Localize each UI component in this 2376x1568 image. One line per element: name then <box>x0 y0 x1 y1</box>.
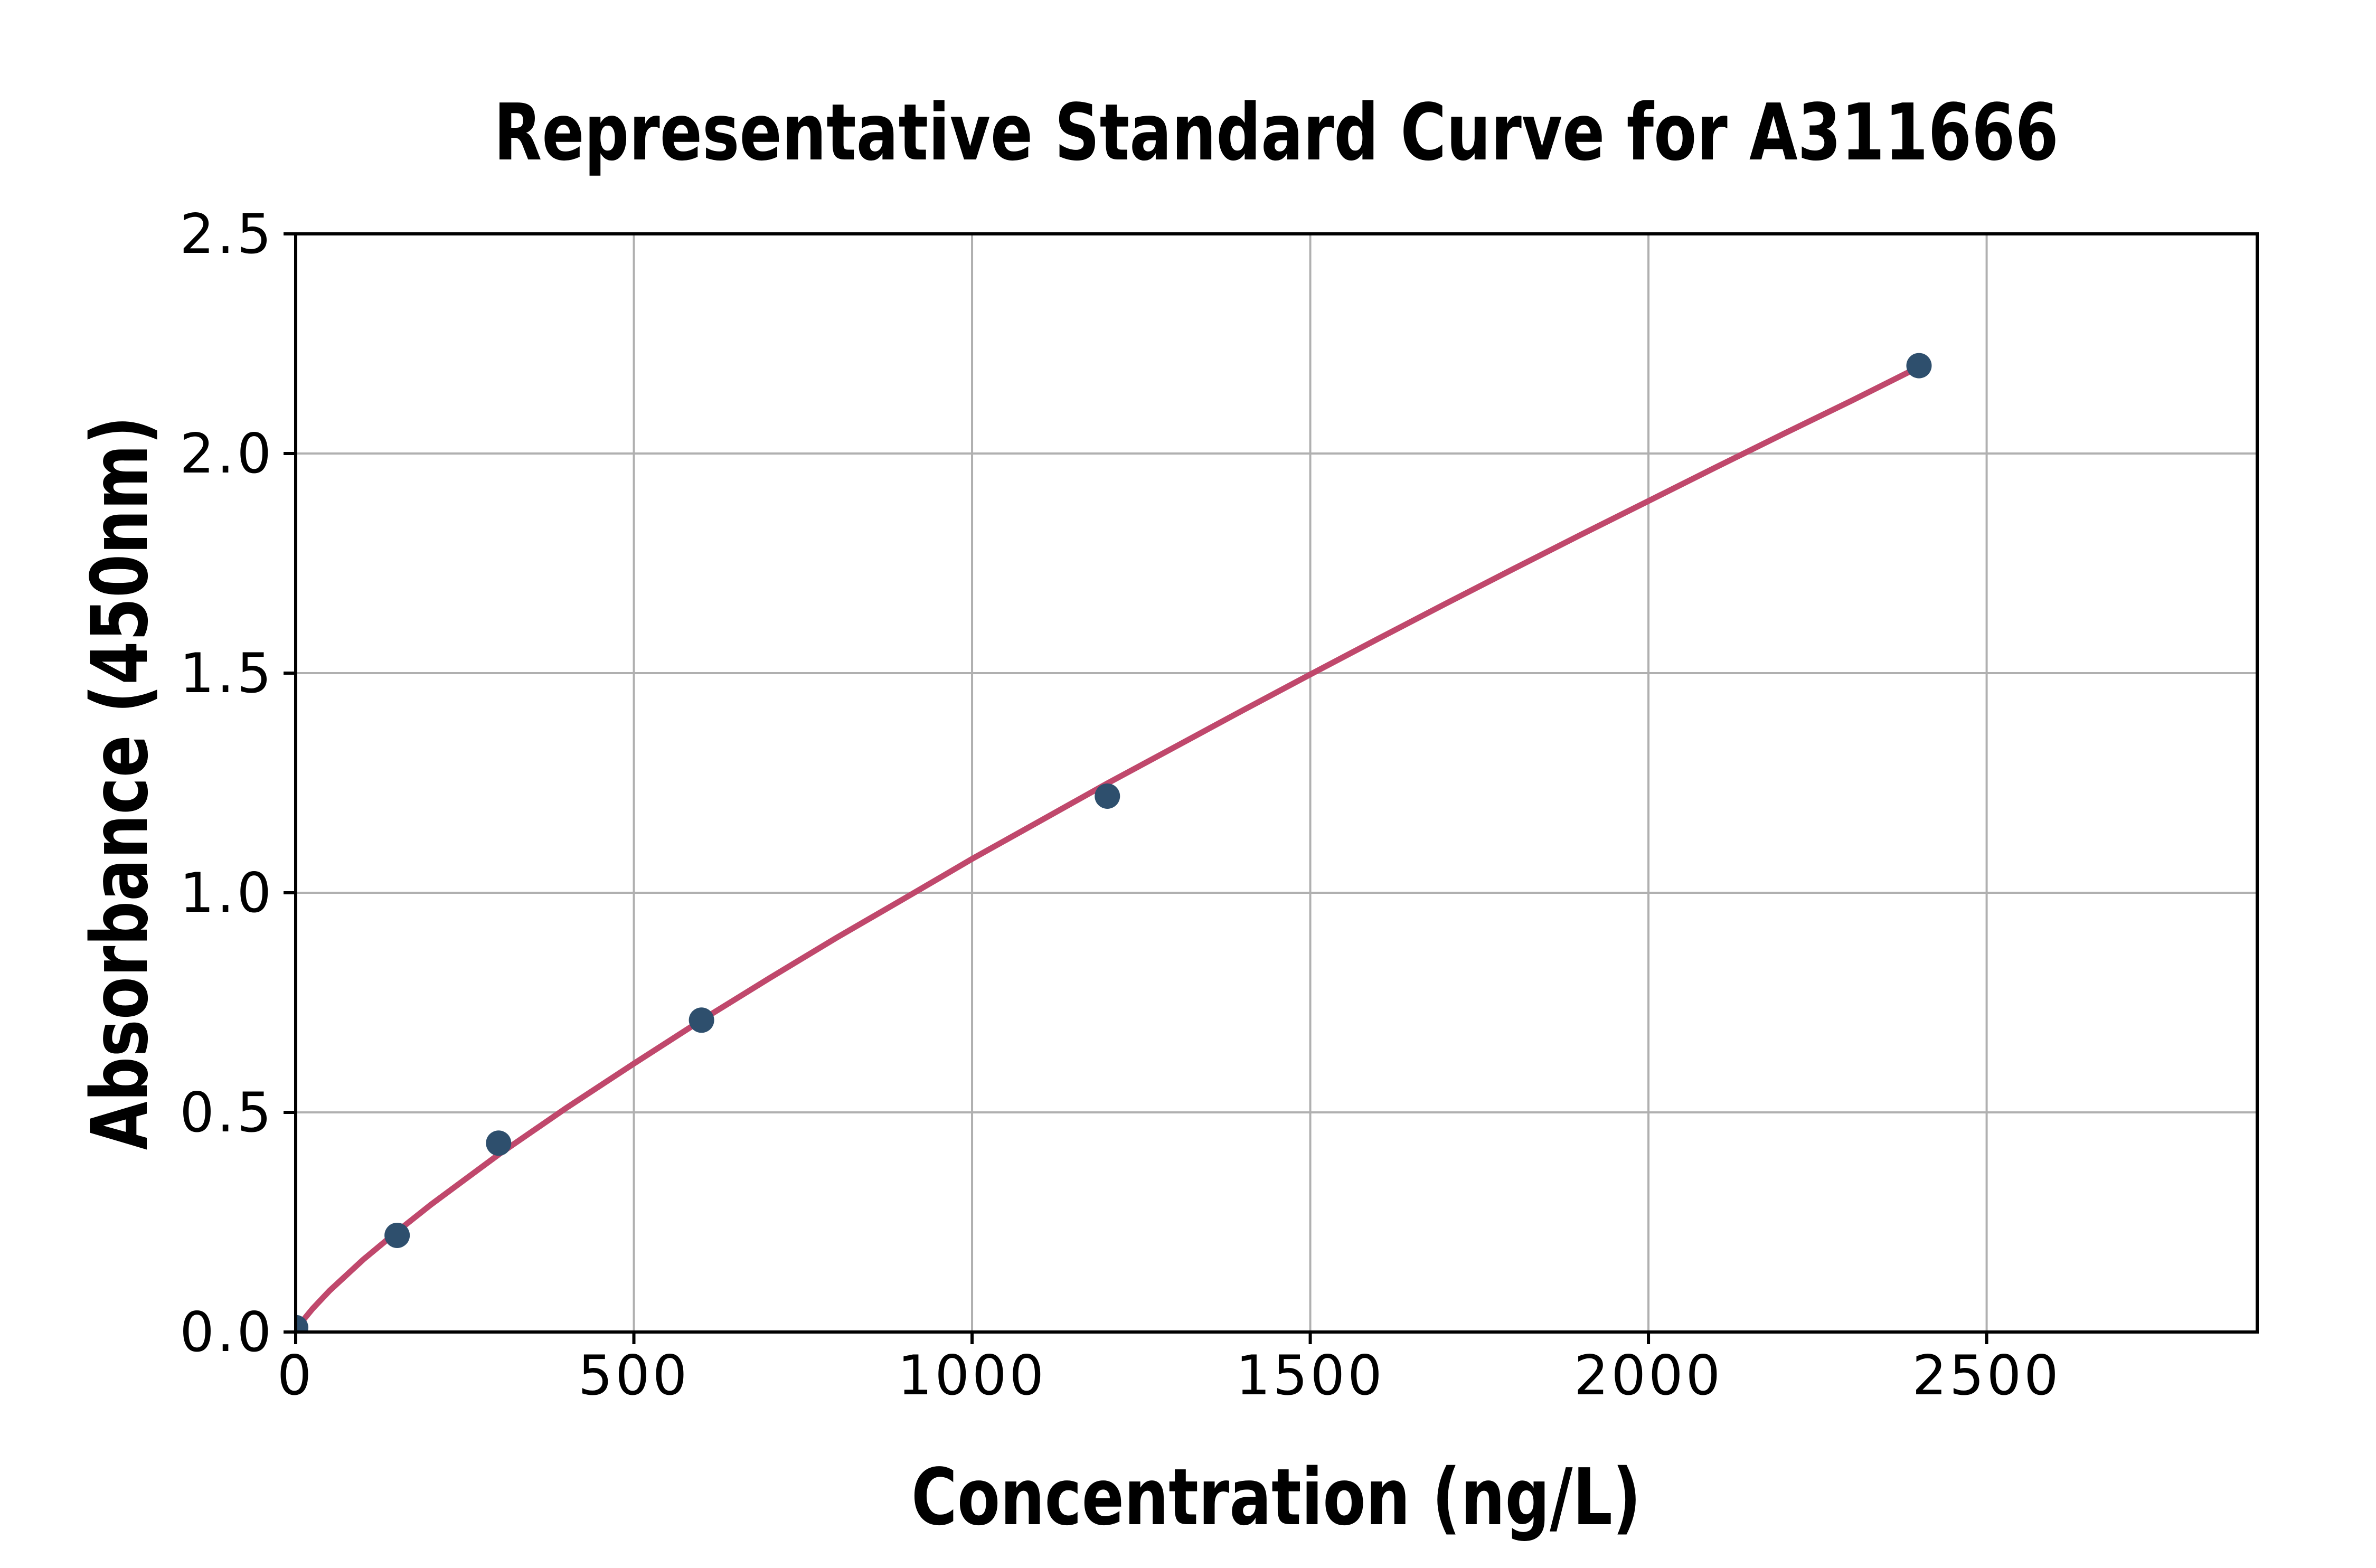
plot-border <box>294 232 2259 1334</box>
data-point <box>689 1007 714 1033</box>
data-point <box>384 1222 410 1248</box>
x-axis-label: Concentration (ng/L) <box>911 1452 1641 1543</box>
tick-labels: 0 500 1000 1500 2000 2500 0.0 0.5 1.0 1.5 2.0 2.5 <box>180 203 2061 1408</box>
axis-ticks <box>284 232 1988 1344</box>
y-tick-label: 1.5 <box>180 642 274 705</box>
data-point <box>296 1315 308 1332</box>
y-tick-label: 1.0 <box>180 862 274 925</box>
y-tick-label: 0.5 <box>180 1081 274 1145</box>
x-tick-label: 2000 <box>1574 1344 1723 1408</box>
x-tick-label: 1000 <box>898 1344 1046 1408</box>
y-tick-label: 0.0 <box>180 1301 274 1364</box>
data-point <box>486 1130 512 1156</box>
y-tick-label: 2.0 <box>180 422 274 486</box>
x-tick-label: 0 <box>277 1344 315 1408</box>
y-tick-label: 2.5 <box>180 203 274 266</box>
fitted-curve-layer <box>296 364 1922 1332</box>
x-tick-label: 500 <box>578 1344 690 1408</box>
data-points-layer <box>296 353 1932 1332</box>
chart-title: Representative Standard Curve for A31166… <box>494 87 2059 178</box>
y-axis-label: Absorbance (450nm) <box>74 416 165 1150</box>
x-tick-label: 1500 <box>1236 1344 1384 1408</box>
gridlines <box>295 233 2257 1333</box>
x-tick-label: 2500 <box>1912 1344 2061 1408</box>
data-point <box>1095 783 1120 809</box>
fitted-curve-path <box>296 364 1922 1332</box>
data-point <box>1906 353 1932 379</box>
